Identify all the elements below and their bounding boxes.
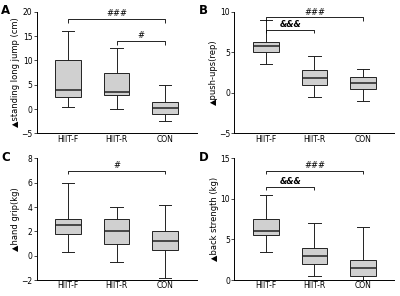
Text: #: # [137, 31, 144, 40]
PathPatch shape [350, 260, 376, 276]
Text: ###: ### [106, 9, 127, 18]
PathPatch shape [253, 219, 278, 235]
Text: D: D [199, 151, 209, 164]
Text: ###: ### [304, 8, 325, 17]
Text: &&&: &&& [279, 20, 301, 29]
Text: #: # [113, 161, 120, 170]
Text: &&&: &&& [279, 177, 301, 186]
PathPatch shape [152, 231, 178, 250]
PathPatch shape [56, 219, 81, 234]
Y-axis label: ▲hand grip(kg): ▲hand grip(kg) [11, 187, 20, 251]
Text: B: B [199, 4, 208, 17]
Text: C: C [1, 151, 10, 164]
Y-axis label: ▲standing long jump (cm): ▲standing long jump (cm) [11, 18, 20, 128]
Text: A: A [1, 4, 10, 17]
PathPatch shape [302, 70, 327, 85]
PathPatch shape [104, 219, 129, 244]
PathPatch shape [302, 248, 327, 264]
Text: ###: ### [304, 161, 325, 170]
PathPatch shape [253, 42, 278, 52]
PathPatch shape [104, 73, 129, 94]
Y-axis label: ▲back strength (kg): ▲back strength (kg) [210, 177, 219, 261]
PathPatch shape [350, 77, 376, 89]
Y-axis label: ▲push-ups(rep): ▲push-ups(rep) [209, 40, 218, 105]
PathPatch shape [56, 60, 81, 97]
PathPatch shape [152, 102, 178, 114]
